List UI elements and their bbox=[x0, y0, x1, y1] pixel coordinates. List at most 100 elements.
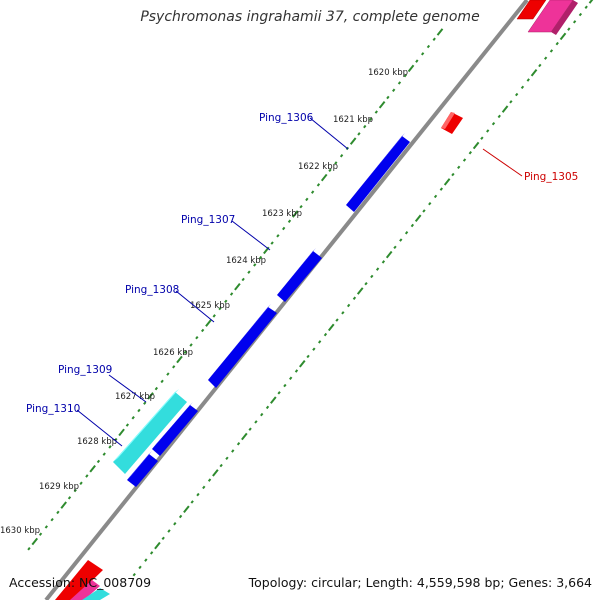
gene-ping-1307[interactable] bbox=[277, 248, 322, 302]
ruler-tick bbox=[270, 241, 274, 245]
gene-ping-1309[interactable] bbox=[113, 389, 187, 474]
gene-ping-1310[interactable] bbox=[127, 451, 158, 487]
ruler-tick bbox=[526, 78, 530, 82]
gene-ping-1306[interactable] bbox=[346, 133, 410, 212]
ruler-tick bbox=[161, 536, 165, 541]
ruler-label: 1620 kbp bbox=[368, 68, 408, 78]
gene-cyan-bottom[interactable] bbox=[82, 588, 110, 600]
ruler-tick bbox=[189, 343, 193, 347]
ruler-tick bbox=[497, 114, 501, 119]
ruler-tick bbox=[224, 299, 228, 304]
gene-ping-1308[interactable] bbox=[208, 304, 277, 388]
ruler-tick bbox=[415, 59, 419, 63]
ruler-tick bbox=[205, 319, 212, 327]
gene-label-leader bbox=[76, 409, 123, 447]
ruler-tick bbox=[218, 306, 222, 311]
ruler-tick bbox=[190, 500, 194, 504]
ruler-label: 1630 kbp bbox=[0, 526, 40, 536]
ruler-tick bbox=[260, 412, 264, 417]
ruler-tick bbox=[229, 292, 234, 296]
ruler-tick bbox=[108, 445, 112, 449]
gene-red-top[interactable] bbox=[516, 0, 547, 20]
ruler-tick bbox=[501, 105, 509, 113]
ruler-tick bbox=[241, 432, 248, 441]
gene-label[interactable]: Ping_1305 bbox=[524, 171, 578, 183]
gene-label[interactable]: Ping_1310 bbox=[26, 403, 80, 415]
gene-label[interactable]: Ping_1306 bbox=[259, 112, 314, 124]
ruler-tick bbox=[231, 449, 235, 453]
gene-label-leader bbox=[175, 290, 215, 323]
ruler-label: 1626 kbp bbox=[153, 348, 193, 358]
ruler-tick bbox=[399, 238, 403, 242]
ruler-tick bbox=[67, 496, 72, 500]
gene-pink-top-shade bbox=[551, 0, 578, 35]
ruler-tick bbox=[457, 165, 461, 170]
ruler-tick bbox=[320, 173, 328, 182]
ruler-tick bbox=[334, 161, 338, 165]
ruler-tick bbox=[207, 478, 212, 482]
ruler-tick bbox=[486, 129, 490, 133]
inner-tick-track bbox=[132, 0, 594, 577]
ruler-tick bbox=[50, 517, 54, 522]
ruler-tick bbox=[202, 485, 206, 490]
ruler-tick bbox=[312, 347, 316, 351]
ruler-tick bbox=[225, 456, 229, 460]
ruler-tick bbox=[85, 474, 89, 478]
ruler-tick bbox=[305, 197, 309, 202]
gene-label-leader bbox=[309, 117, 349, 150]
gene-label[interactable]: Ping_1308 bbox=[125, 284, 179, 296]
gene-label[interactable]: Ping_1307 bbox=[181, 214, 235, 226]
ruler-label: 1628 kbp bbox=[77, 437, 117, 447]
gene-label-leader bbox=[231, 220, 271, 251]
ruler-tick bbox=[356, 287, 364, 295]
ruler-tick bbox=[318, 340, 322, 344]
ruler-tick bbox=[248, 427, 252, 431]
ruler-label: 1629 kbp bbox=[39, 482, 79, 492]
ruler-tick bbox=[310, 190, 315, 194]
ruler-tick bbox=[60, 501, 67, 509]
gene-pink-top[interactable] bbox=[527, 0, 574, 33]
gene-label-leader bbox=[108, 374, 147, 403]
ruler-tick bbox=[364, 281, 368, 286]
ruler-tick bbox=[254, 420, 258, 424]
gene-label[interactable]: Ping_1309 bbox=[58, 364, 112, 376]
ruler-tick bbox=[432, 37, 436, 41]
ruler-tick bbox=[346, 303, 351, 308]
ruler-tick bbox=[183, 350, 187, 354]
ruler-tick bbox=[143, 401, 147, 405]
ruler-tick bbox=[102, 452, 106, 456]
ruler-tick bbox=[38, 532, 43, 536]
ruler-tick bbox=[172, 365, 176, 369]
ruler-tick bbox=[241, 277, 245, 282]
ruler-tick bbox=[543, 56, 548, 60]
ruler-tick bbox=[96, 459, 101, 464]
ruler-tick bbox=[370, 274, 374, 279]
ruler-tick bbox=[137, 408, 141, 413]
ruler-tick bbox=[420, 52, 425, 56]
ruler-tick bbox=[27, 547, 31, 551]
gene-ping-1305[interactable] bbox=[441, 112, 463, 134]
ruler-tick bbox=[428, 201, 432, 206]
ruler-tick bbox=[144, 558, 148, 562]
ruler-tick bbox=[258, 255, 263, 260]
gene-ping-1309-inner[interactable] bbox=[152, 402, 198, 456]
ruler-tick bbox=[89, 464, 96, 473]
ruler-tick bbox=[306, 354, 310, 359]
genome-title: Psychromonas ingrahamii 37, complete gen… bbox=[140, 9, 480, 25]
ruler-tick bbox=[393, 245, 397, 250]
ruler-tick bbox=[381, 260, 386, 264]
ruler-tick bbox=[282, 226, 286, 231]
gene-red-bottom[interactable] bbox=[55, 560, 103, 600]
ruler-tick bbox=[491, 121, 496, 126]
ruler-tick bbox=[323, 332, 328, 337]
ruler-tick bbox=[173, 522, 177, 526]
ruler-tick bbox=[292, 210, 299, 218]
gene-pink-bottom[interactable] bbox=[70, 580, 100, 600]
ruler-tick bbox=[509, 100, 513, 104]
ruler-tick bbox=[515, 92, 519, 97]
ruler-tick bbox=[247, 270, 251, 274]
ruler-label: 1622 kbp bbox=[298, 162, 338, 172]
ruler-tick bbox=[183, 505, 190, 513]
ruler-label: 1624 kbp bbox=[226, 256, 266, 266]
